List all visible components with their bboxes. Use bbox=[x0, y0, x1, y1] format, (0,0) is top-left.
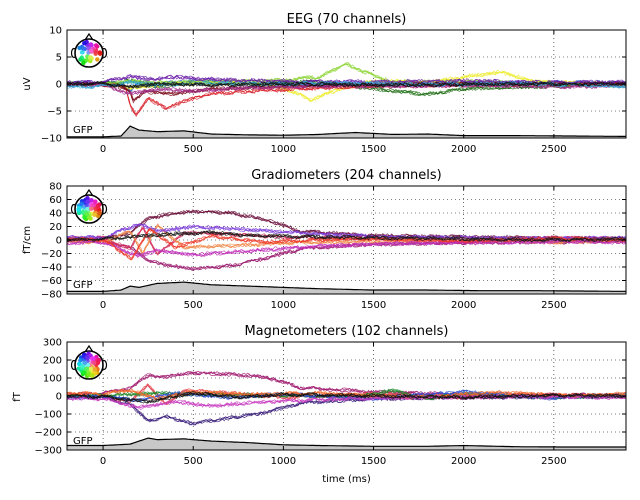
mag-ytick-label: 100 bbox=[43, 374, 62, 385]
mag-traces bbox=[67, 370, 626, 426]
mag-ytick-label: 300 bbox=[43, 338, 62, 349]
grad-xtick-label: 2000 bbox=[451, 300, 476, 311]
eeg-gfp-area bbox=[67, 126, 626, 138]
grad-xtick-label: 1500 bbox=[361, 300, 386, 311]
mag-axes-frame bbox=[66, 341, 627, 451]
time-axis-label: time (ms) bbox=[322, 474, 371, 485]
mag-xtick-label: 1000 bbox=[271, 456, 296, 467]
grad-traces bbox=[67, 209, 626, 272]
eeg-xtick-label: 1500 bbox=[361, 144, 386, 155]
mag-channel-trace bbox=[67, 391, 626, 404]
eeg-channel-trace bbox=[67, 81, 626, 88]
grad-ylabel: fT/cm bbox=[22, 226, 33, 254]
eeg-ytick-label: 0 bbox=[56, 80, 62, 91]
eeg-title: EEG (70 channels) bbox=[287, 12, 407, 27]
grad-ytick-label: 60 bbox=[49, 195, 62, 206]
eeg-xtick-label: 2500 bbox=[541, 144, 566, 155]
mag-gfp-line bbox=[67, 437, 626, 448]
mag-xtick-label: 2500 bbox=[541, 456, 566, 467]
mag-ytick-label: −300 bbox=[35, 446, 62, 457]
mag-head-sensor-icon bbox=[70, 344, 108, 380]
eeg-xtick-label: 2000 bbox=[451, 144, 476, 155]
mag-ticks: 0 500 1000 1500 2000 2500 −300 −200 −100 0 100 200 3… bbox=[35, 338, 626, 467]
grad-channel-trace bbox=[67, 230, 626, 243]
mag-channel-trace bbox=[67, 392, 626, 404]
mag-ytick-label: 0 bbox=[56, 392, 62, 403]
grad-ytick-label: −20 bbox=[41, 249, 62, 260]
grad-gfp-line bbox=[67, 281, 626, 292]
grad-channel-trace bbox=[67, 239, 626, 257]
eeg-xtick-label: 0 bbox=[100, 144, 106, 155]
grad-xtick-label: 2500 bbox=[541, 300, 566, 311]
eeg-panel: EEG (70 channels) uV 0 500 1000 1500 2000 250… bbox=[22, 12, 627, 155]
grad-gfp-area bbox=[67, 282, 626, 294]
mag-gfp-label: GFP bbox=[73, 436, 93, 447]
eeg-traces bbox=[67, 62, 626, 117]
eeg-ytick-label: −5 bbox=[47, 107, 62, 118]
eeg-axes-frame bbox=[66, 29, 627, 139]
grad-xtick-label: 0 bbox=[100, 300, 106, 311]
mag-panel: Magnetometers (102 channels) fT 0 500 1000… bbox=[12, 324, 627, 467]
mag-xtick-label: 1500 bbox=[361, 456, 386, 467]
mag-ylabel: fT bbox=[12, 391, 23, 402]
grad-ytick-label: 0 bbox=[56, 236, 62, 247]
grad-axes-frame bbox=[66, 185, 627, 295]
mag-ytick-label: 200 bbox=[43, 356, 62, 367]
grad-channel-trace bbox=[67, 239, 626, 258]
grad-ytick-label: −40 bbox=[41, 263, 62, 274]
mag-ytick-label: −200 bbox=[35, 428, 62, 439]
mag-gfp-area bbox=[67, 438, 626, 450]
mag-xtick-label: 0 bbox=[100, 456, 106, 467]
eeg-ticks: 0 500 1000 1500 2000 2500 −10 −5 0 5 10 bbox=[41, 26, 626, 155]
grad-ytick-label: −60 bbox=[41, 276, 62, 287]
eeg-xtick-label: 1000 bbox=[271, 144, 296, 155]
grad-channel-trace bbox=[67, 230, 626, 243]
eeg-ytick-label: −10 bbox=[41, 134, 62, 145]
eeg-gfp bbox=[67, 125, 626, 138]
grad-xtick-label: 1000 bbox=[271, 300, 296, 311]
grad-ytick-label: 20 bbox=[49, 222, 62, 233]
eeg-ytick-label: 5 bbox=[56, 53, 62, 64]
eeg-gfp-label: GFP bbox=[73, 125, 93, 136]
grad-ytick-label: 40 bbox=[49, 209, 62, 220]
grad-xtick-label: 500 bbox=[184, 300, 203, 311]
grad-channel-trace bbox=[67, 229, 626, 243]
eeg-channel-trace bbox=[67, 82, 626, 95]
grad-panel: Gradiometers (204 channels) fT/cm 0 500 10… bbox=[22, 168, 627, 311]
mag-xtick-label: 500 bbox=[184, 456, 203, 467]
grad-ytick-label: −80 bbox=[41, 290, 62, 301]
mag-channel-trace bbox=[67, 394, 626, 409]
grad-ticks: 0 500 1000 1500 2000 2500 −80 −60 −40 −20 0 20 40 60 8… bbox=[41, 182, 626, 311]
mag-gfp bbox=[67, 437, 626, 450]
grad-ytick-label: 80 bbox=[49, 182, 62, 193]
eeg-gfp-line bbox=[67, 125, 626, 138]
grad-gfp-label: GFP bbox=[73, 280, 93, 291]
grad-head-sensor-icon bbox=[70, 188, 108, 224]
eeg-ytick-label: 10 bbox=[49, 26, 62, 37]
grad-gfp bbox=[67, 281, 626, 294]
eeg-xtick-label: 500 bbox=[184, 144, 203, 155]
mag-ytick-label: −100 bbox=[35, 410, 62, 421]
mag-xtick-label: 2000 bbox=[451, 456, 476, 467]
eeg-ylabel: uV bbox=[22, 77, 33, 90]
mag-title: Magnetometers (102 channels) bbox=[244, 324, 448, 339]
eeg-head-sensor-icon bbox=[70, 32, 108, 68]
grad-title: Gradiometers (204 channels) bbox=[251, 168, 442, 183]
